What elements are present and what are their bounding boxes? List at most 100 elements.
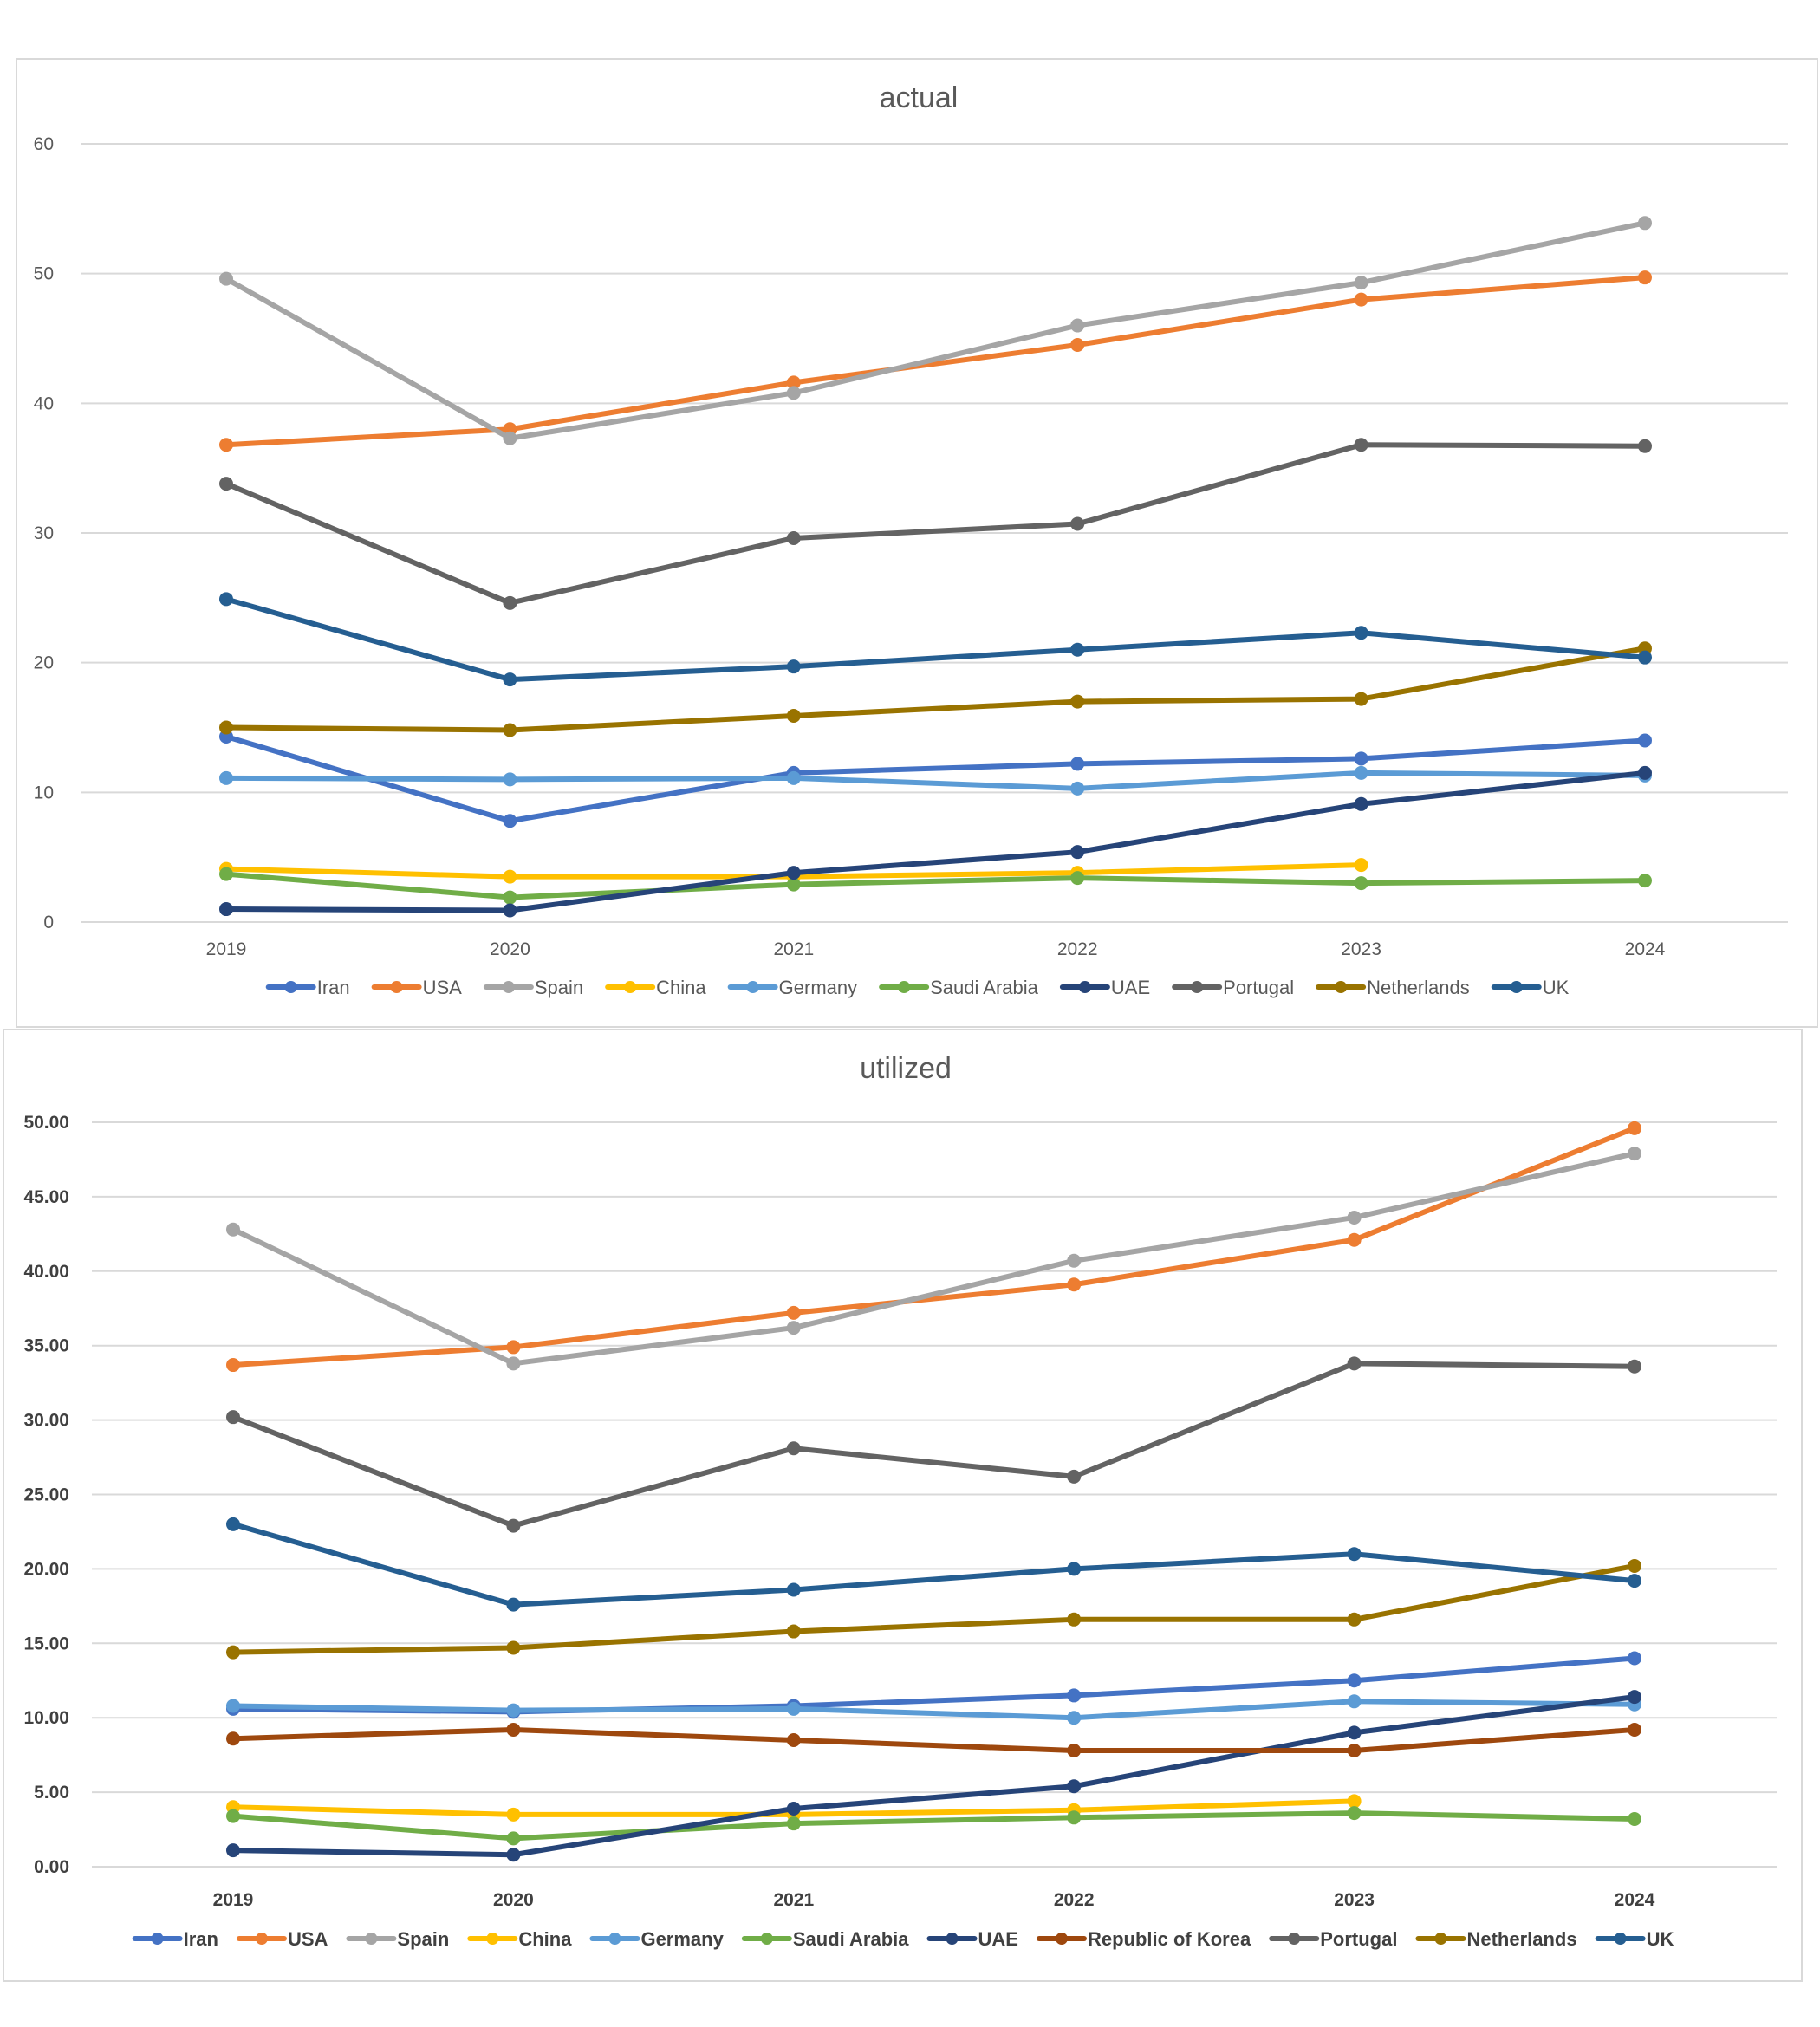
- data-point[interactable]: [219, 438, 233, 452]
- data-point[interactable]: [506, 1848, 521, 1862]
- legend-item-china[interactable]: China: [605, 977, 706, 998]
- data-point[interactable]: [226, 1410, 240, 1425]
- data-point[interactable]: [1628, 1121, 1641, 1135]
- data-point[interactable]: [1070, 694, 1085, 709]
- data-point[interactable]: [786, 866, 801, 880]
- data-point[interactable]: [503, 431, 517, 445]
- legend-item-uk[interactable]: UK: [1595, 1928, 1674, 1950]
- data-point[interactable]: [1067, 1711, 1082, 1725]
- data-point[interactable]: [1347, 1210, 1362, 1225]
- data-point[interactable]: [1347, 1547, 1362, 1562]
- data-point[interactable]: [506, 1340, 521, 1355]
- data-point[interactable]: [1638, 216, 1652, 231]
- legend-item-netherlands[interactable]: Netherlands: [1316, 977, 1470, 998]
- data-point[interactable]: [1354, 276, 1368, 290]
- data-point[interactable]: [503, 772, 517, 787]
- data-point[interactable]: [1070, 781, 1085, 796]
- data-point[interactable]: [786, 877, 801, 892]
- data-point[interactable]: [786, 709, 801, 724]
- data-point[interactable]: [786, 770, 801, 785]
- data-point[interactable]: [1067, 1810, 1082, 1825]
- data-point[interactable]: [1354, 438, 1368, 452]
- data-point[interactable]: [786, 1582, 801, 1597]
- data-point[interactable]: [226, 1222, 240, 1237]
- legend-item-iran[interactable]: Iran: [265, 977, 350, 998]
- data-point[interactable]: [226, 1517, 240, 1531]
- data-point[interactable]: [1638, 874, 1652, 888]
- legend-item-usa[interactable]: USA: [236, 1928, 328, 1950]
- data-point[interactable]: [1347, 1694, 1362, 1709]
- data-point[interactable]: [1628, 1722, 1641, 1737]
- data-point[interactable]: [1067, 1253, 1082, 1268]
- data-point[interactable]: [219, 477, 233, 491]
- data-point[interactable]: [1067, 1688, 1082, 1703]
- data-point[interactable]: [1070, 318, 1085, 333]
- legend-item-spain[interactable]: Spain: [483, 977, 583, 998]
- data-point[interactable]: [1347, 1673, 1362, 1688]
- data-point[interactable]: [506, 1831, 521, 1846]
- data-point[interactable]: [1070, 871, 1085, 886]
- data-point[interactable]: [503, 814, 517, 828]
- data-point[interactable]: [1638, 270, 1652, 285]
- data-point[interactable]: [1354, 692, 1368, 706]
- data-point[interactable]: [1070, 337, 1085, 352]
- legend-item-china[interactable]: China: [467, 1928, 572, 1950]
- data-point[interactable]: [219, 867, 233, 881]
- data-point[interactable]: [1067, 1562, 1082, 1576]
- data-point[interactable]: [226, 1809, 240, 1823]
- data-point[interactable]: [226, 1731, 240, 1746]
- legend-item-republic-of-korea[interactable]: Republic of Korea: [1036, 1928, 1251, 1950]
- data-point[interactable]: [506, 1640, 521, 1655]
- data-point[interactable]: [786, 1321, 801, 1335]
- legend-item-uae[interactable]: UAE: [1059, 977, 1150, 998]
- legend-item-uk[interactable]: UK: [1491, 977, 1570, 998]
- data-point[interactable]: [786, 659, 801, 674]
- legend-item-germany[interactable]: Germany: [727, 977, 857, 998]
- data-point[interactable]: [503, 890, 517, 905]
- data-point[interactable]: [1347, 1232, 1362, 1247]
- legend-item-portugal[interactable]: Portugal: [1269, 1928, 1397, 1950]
- data-point[interactable]: [506, 1597, 521, 1612]
- data-point[interactable]: [219, 770, 233, 785]
- data-point[interactable]: [503, 595, 517, 610]
- data-point[interactable]: [786, 1732, 801, 1747]
- legend-item-spain[interactable]: Spain: [346, 1928, 449, 1950]
- data-point[interactable]: [1070, 642, 1085, 657]
- data-point[interactable]: [1070, 757, 1085, 771]
- data-point[interactable]: [1354, 876, 1368, 891]
- data-point[interactable]: [1628, 1690, 1641, 1705]
- data-point[interactable]: [786, 375, 801, 390]
- data-point[interactable]: [1354, 292, 1368, 307]
- data-point[interactable]: [786, 1624, 801, 1639]
- data-point[interactable]: [786, 1441, 801, 1456]
- data-point[interactable]: [503, 672, 517, 687]
- data-point[interactable]: [1070, 516, 1085, 531]
- data-point[interactable]: [226, 1843, 240, 1858]
- data-point[interactable]: [1628, 1147, 1641, 1161]
- data-point[interactable]: [1628, 1812, 1641, 1827]
- data-point[interactable]: [1628, 1558, 1641, 1573]
- data-point[interactable]: [1628, 1359, 1641, 1374]
- data-point[interactable]: [1347, 1806, 1362, 1821]
- data-point[interactable]: [786, 1701, 801, 1716]
- data-point[interactable]: [1354, 765, 1368, 780]
- data-point[interactable]: [506, 1703, 521, 1718]
- data-point[interactable]: [1638, 439, 1652, 453]
- data-point[interactable]: [219, 720, 233, 735]
- legend-item-saudi-arabia[interactable]: Saudi Arabia: [879, 977, 1039, 998]
- data-point[interactable]: [1347, 1725, 1362, 1740]
- data-point[interactable]: [503, 903, 517, 918]
- data-point[interactable]: [219, 271, 233, 286]
- data-point[interactable]: [226, 1645, 240, 1660]
- data-point[interactable]: [506, 1356, 521, 1371]
- data-point[interactable]: [506, 1722, 521, 1737]
- data-point[interactable]: [1638, 733, 1652, 748]
- legend-item-netherlands[interactable]: Netherlands: [1415, 1928, 1577, 1950]
- data-point[interactable]: [1067, 1469, 1082, 1484]
- data-point[interactable]: [786, 1816, 801, 1831]
- legend-item-iran[interactable]: Iran: [132, 1928, 218, 1950]
- data-point[interactable]: [786, 1801, 801, 1816]
- data-point[interactable]: [219, 592, 233, 607]
- data-point[interactable]: [1067, 1743, 1082, 1757]
- data-point[interactable]: [1067, 1277, 1082, 1292]
